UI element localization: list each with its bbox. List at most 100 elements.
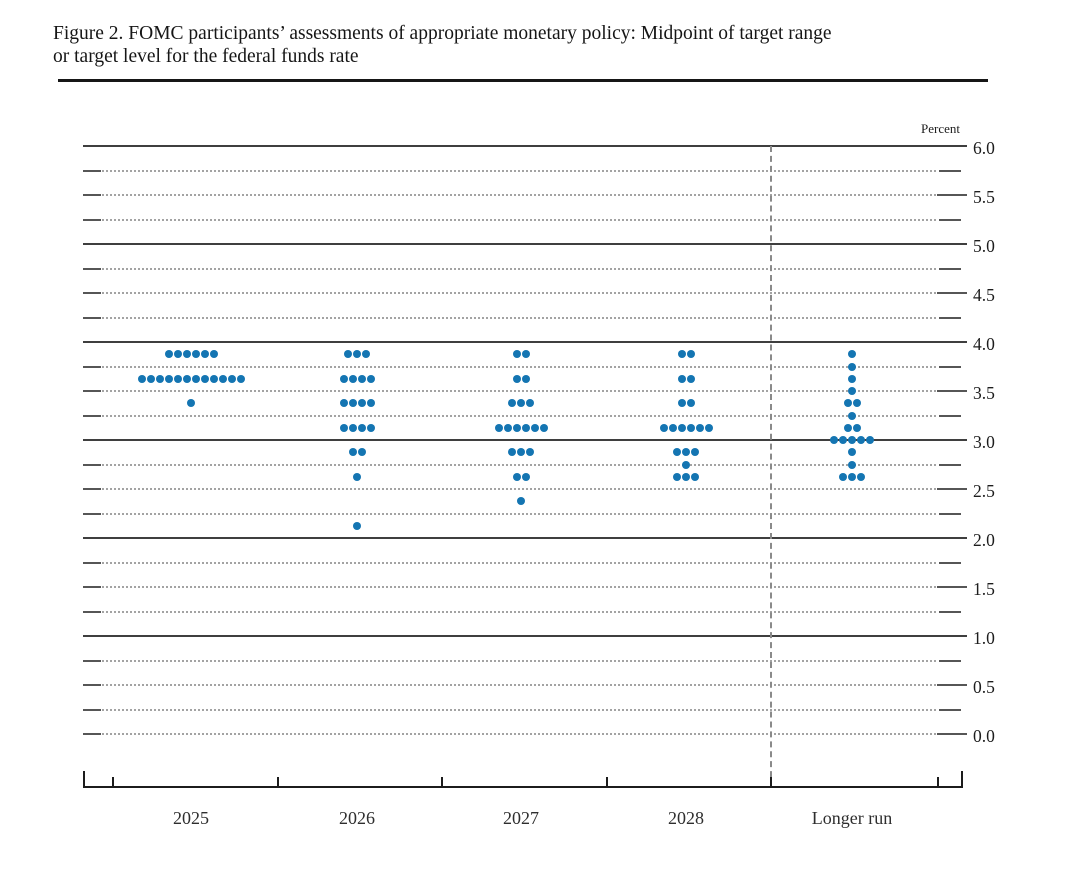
projection-dot <box>848 436 856 444</box>
gridline-right-tick <box>937 733 967 735</box>
projection-dot <box>349 375 357 383</box>
projection-dot <box>367 399 375 407</box>
gridline-right-tick <box>937 684 967 686</box>
gridline-left-tick <box>83 513 101 515</box>
gridline-right-tick <box>939 660 961 662</box>
gridline-left-tick <box>83 709 101 711</box>
gridline-dotted <box>102 390 936 392</box>
gridline-right-tick <box>937 390 967 392</box>
gridline-right-tick <box>939 317 961 319</box>
gridline-left-tick <box>83 586 101 588</box>
projection-dot <box>839 436 847 444</box>
gridline-dotted <box>102 488 936 490</box>
projection-dot <box>517 448 525 456</box>
projection-dot <box>358 424 366 432</box>
projection-dot <box>367 375 375 383</box>
projection-dot <box>687 350 695 358</box>
y-axis-label: 3.5 <box>973 383 1019 403</box>
gridline-left-tick <box>83 464 101 466</box>
projection-dot <box>687 424 695 432</box>
gridline-right-tick <box>937 488 967 490</box>
gridline-left-tick <box>83 366 101 368</box>
projection-dot <box>367 424 375 432</box>
projection-dot <box>504 424 512 432</box>
gridline-right-tick <box>939 268 961 270</box>
projection-dot <box>187 399 195 407</box>
projection-dot <box>513 424 521 432</box>
projection-dot <box>201 375 209 383</box>
gridline-left-tick <box>83 684 101 686</box>
gridline-left-tick <box>83 170 101 172</box>
x-axis-tick <box>937 777 939 787</box>
projection-dot <box>513 473 521 481</box>
gridline-left-tick <box>83 488 101 490</box>
projection-dot <box>705 424 713 432</box>
projection-dot <box>540 424 548 432</box>
gridline-dotted <box>102 415 936 417</box>
y-axis-label: 2.5 <box>973 481 1019 501</box>
projection-dot <box>192 375 200 383</box>
projection-dot <box>848 473 856 481</box>
projection-dot <box>848 350 856 358</box>
projection-dot <box>358 375 366 383</box>
y-axis-label: 0.5 <box>973 677 1019 697</box>
y-axis-unit-label: Percent <box>898 121 960 137</box>
projection-dot <box>353 522 361 530</box>
x-axis-tick <box>770 777 772 787</box>
x-axis-label: 2025 <box>121 808 261 829</box>
projection-dot <box>682 448 690 456</box>
projection-dot <box>362 350 370 358</box>
gridline-dotted <box>102 464 936 466</box>
projection-dot <box>340 375 348 383</box>
x-axis-tick <box>112 777 114 787</box>
projection-dot <box>526 448 534 456</box>
gridline-dotted <box>102 733 936 735</box>
projection-dot <box>156 375 164 383</box>
gridline-left-tick <box>83 317 101 319</box>
projection-dot <box>174 350 182 358</box>
y-axis-label: 3.0 <box>973 432 1019 452</box>
projection-dot <box>682 473 690 481</box>
projection-dot <box>165 375 173 383</box>
longer-run-divider <box>770 146 772 787</box>
gridline-dotted <box>102 660 936 662</box>
projection-dot <box>839 473 847 481</box>
projection-dot <box>678 350 686 358</box>
gridline-solid <box>83 341 967 343</box>
projection-dot <box>358 448 366 456</box>
projection-dot <box>844 399 852 407</box>
gridline-dotted <box>102 170 936 172</box>
gridline-left-tick <box>83 292 101 294</box>
projection-dot <box>138 375 146 383</box>
gridline-dotted <box>102 292 936 294</box>
projection-dot <box>349 448 357 456</box>
gridline-left-tick <box>83 268 101 270</box>
projection-dot <box>848 412 856 420</box>
projection-dot <box>210 375 218 383</box>
projection-dot <box>340 424 348 432</box>
projection-dot <box>853 424 861 432</box>
projection-dot <box>349 399 357 407</box>
gridline-left-tick <box>83 194 101 196</box>
projection-dot <box>174 375 182 383</box>
projection-dot <box>691 473 699 481</box>
x-axis-label: 2026 <box>287 808 427 829</box>
projection-dot <box>522 424 530 432</box>
projection-dot <box>495 424 503 432</box>
projection-dot <box>237 375 245 383</box>
projection-dot <box>183 350 191 358</box>
gridline-left-tick <box>83 415 101 417</box>
projection-dot <box>522 350 530 358</box>
projection-dot <box>696 424 704 432</box>
gridline-right-tick <box>939 170 961 172</box>
projection-dot <box>517 497 525 505</box>
projection-dot <box>353 350 361 358</box>
gridline-solid <box>83 635 967 637</box>
projection-dot <box>349 424 357 432</box>
gridline-left-tick <box>83 611 101 613</box>
x-axis-label: 2027 <box>451 808 591 829</box>
projection-dot <box>517 399 525 407</box>
projection-dot <box>508 399 516 407</box>
gridline-dotted <box>102 317 936 319</box>
projection-dot <box>848 363 856 371</box>
